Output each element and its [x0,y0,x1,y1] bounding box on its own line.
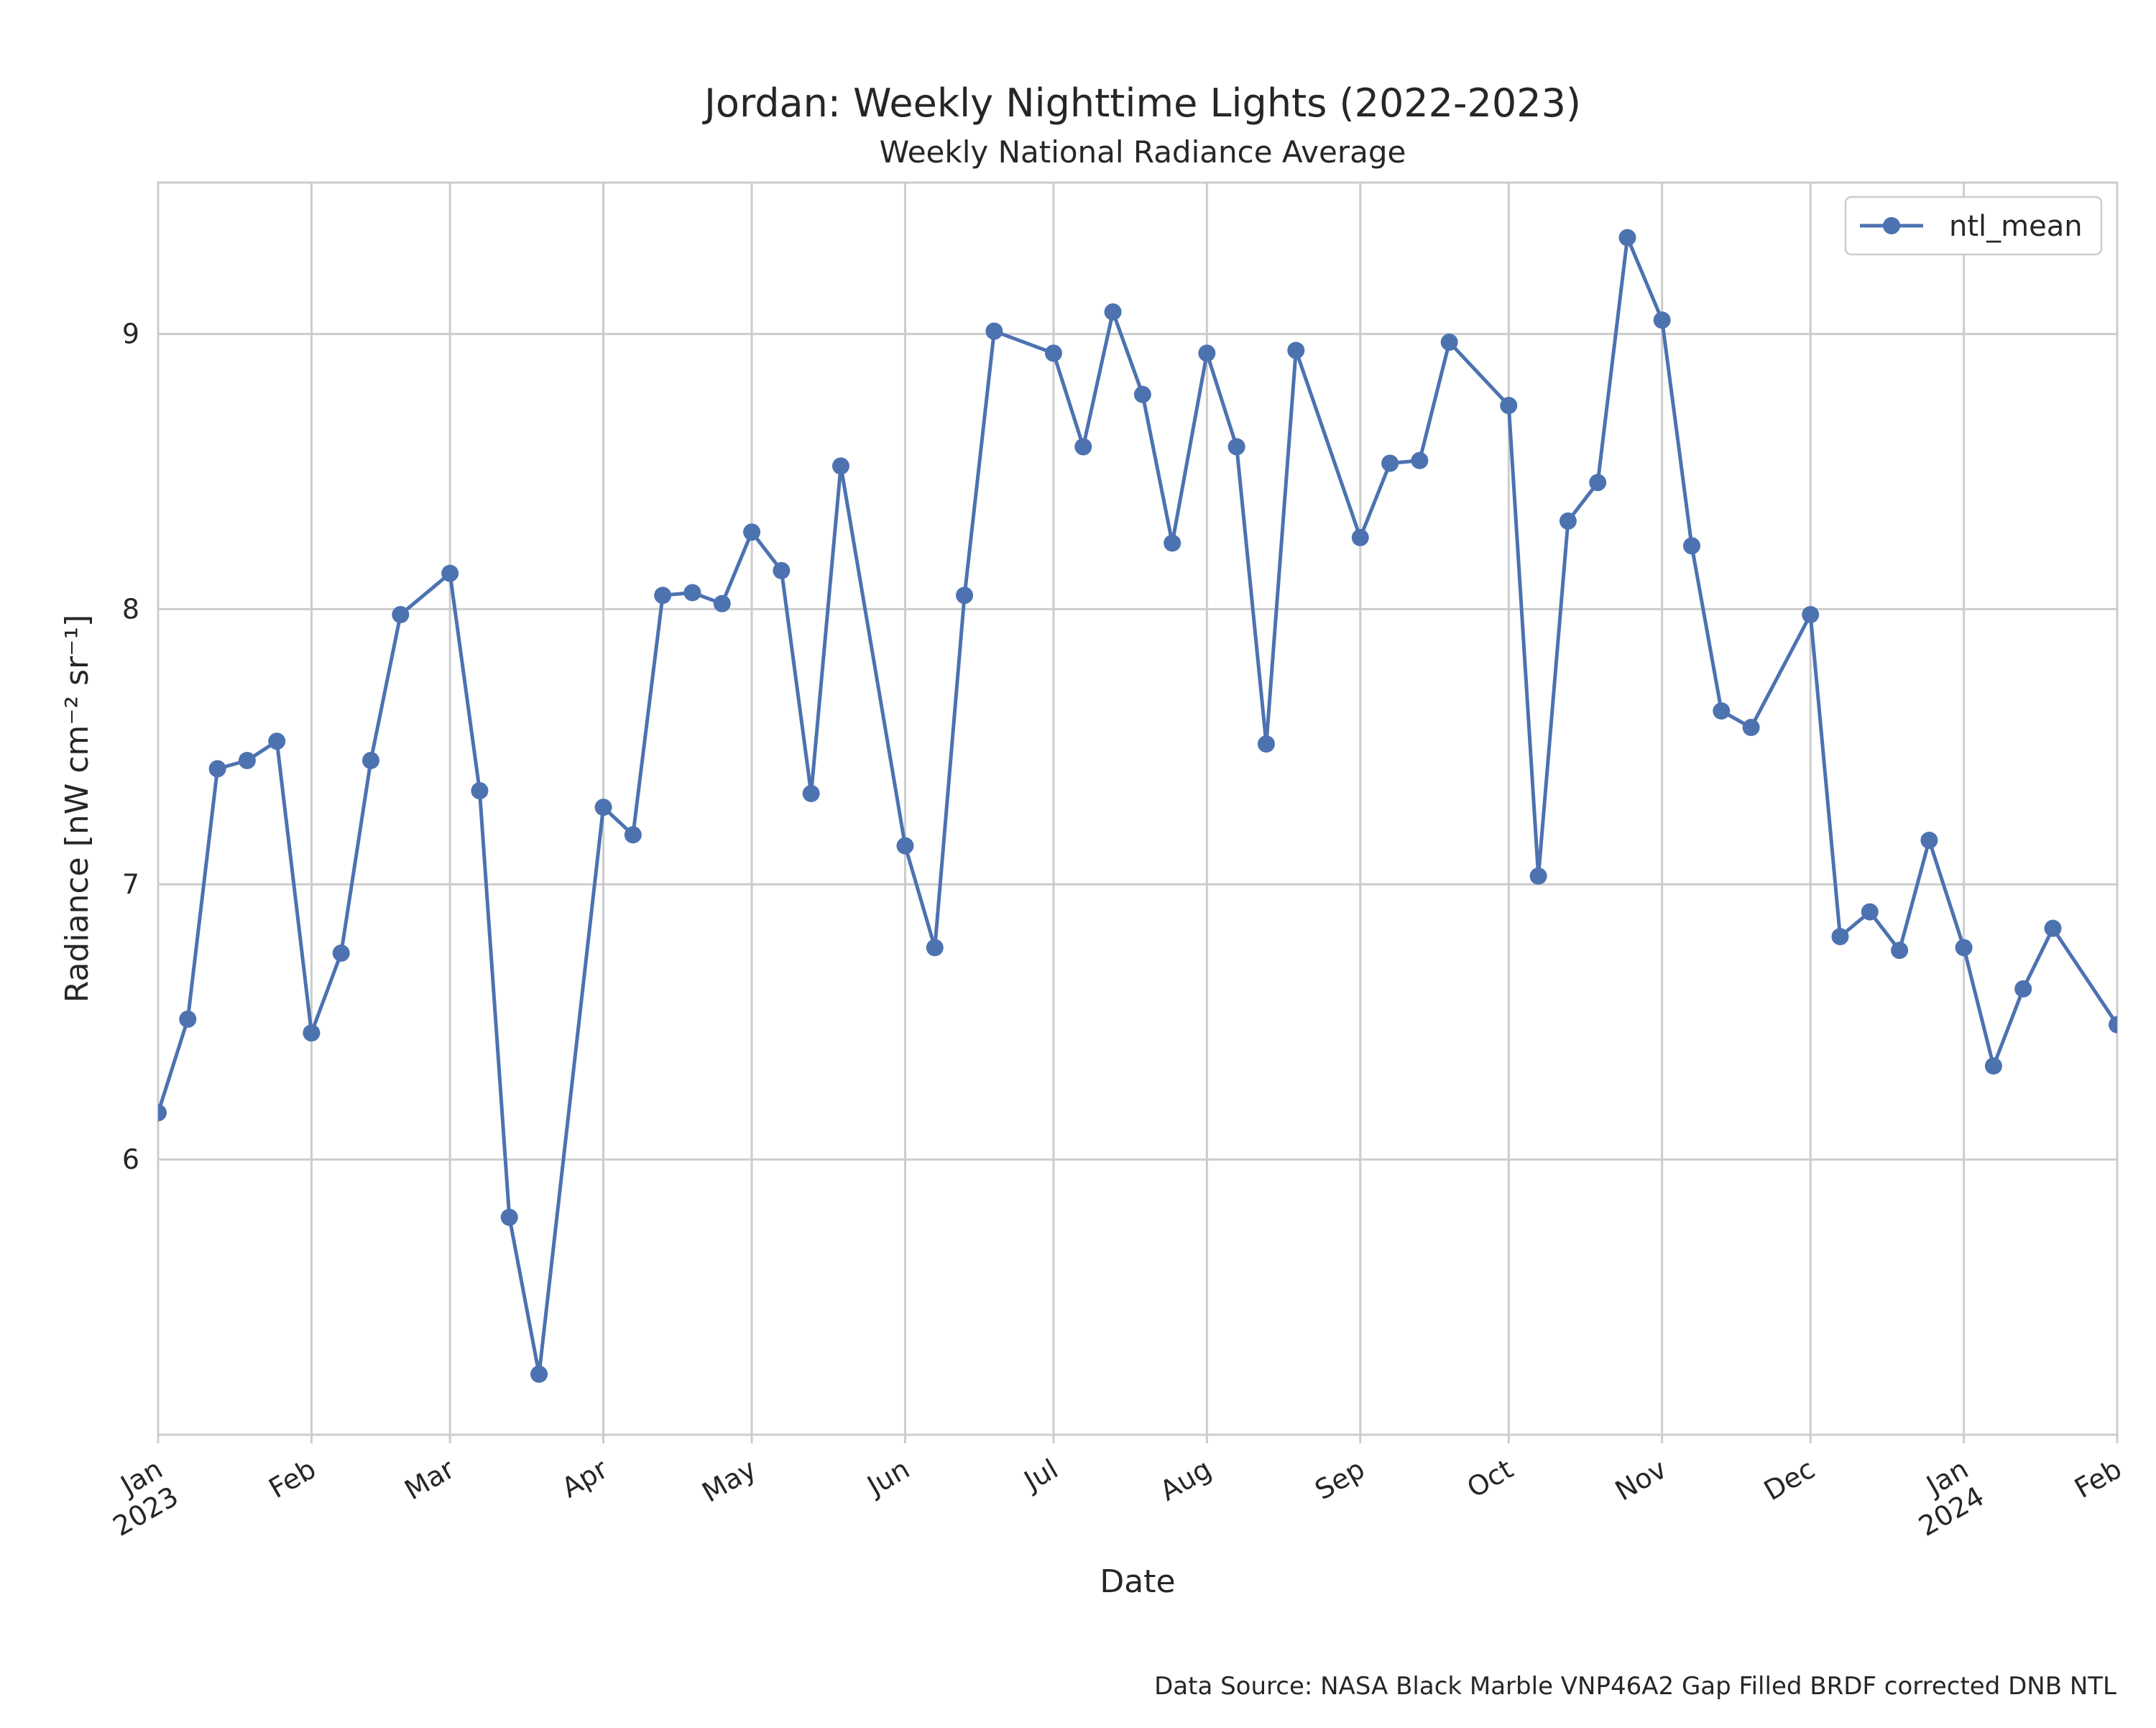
grid-lines [157,183,2119,1435]
series-ntl-mean [158,229,2117,1383]
legend-label: ntl_mean [1949,210,2083,243]
data-point [530,1365,548,1383]
data-point [1287,341,1305,359]
data-point [1618,229,1636,247]
x-axis-label: Date [1100,1563,1175,1600]
data-point [956,587,974,605]
data-point [985,322,1003,340]
data-point [683,584,701,602]
data-point [1559,512,1577,530]
data-point [1133,385,1151,403]
plot-area [157,181,2119,1436]
data-point [303,1024,321,1042]
y-tick-label: 9 [122,318,139,350]
data-point [500,1208,518,1226]
data-point [1104,303,1122,321]
y-axis-label: Radiance [nW cm⁻² sr⁻¹] [59,615,96,1003]
chart-subtitle: Weekly National Radiance Average [880,134,1406,170]
data-point [1861,903,1879,921]
data-point [802,784,820,802]
data-point [1351,528,1369,546]
data-point [1653,311,1671,329]
data-point [773,561,791,579]
y-axis-ticks: 6 7 8 9 [122,318,139,1176]
data-point [208,760,226,778]
data-point [1500,397,1518,415]
data-point [624,826,642,844]
data-point [1831,928,1849,946]
data-point [2044,919,2062,937]
data-point [1682,537,1700,555]
legend: ntl_mean [1844,196,2103,256]
data-point [896,837,914,855]
data-point [238,752,256,769]
data-point [2014,980,2032,998]
chart-title: Jordan: Weekly Nighttime Lights (2022-20… [702,81,1581,126]
data-point [1440,334,1458,351]
data-point [1529,867,1547,885]
data-point [332,945,350,962]
data-point [594,799,612,817]
data-point [1381,454,1399,472]
data-point [1257,735,1275,753]
data-point [713,594,731,612]
data-point [158,1104,167,1122]
data-point [1891,942,1909,960]
legend-box [1844,196,2103,256]
data-point [926,939,944,957]
series-line [158,236,2117,1377]
data-point [1920,832,1938,850]
data-point [1955,939,1973,957]
data-point [392,606,410,624]
y-tick-label: 6 [122,1144,139,1175]
data-point [1198,344,1216,362]
data-source-note: Data Source: NASA Black Marble VNP46A2 G… [1154,1672,2116,1701]
data-point [1802,606,1820,624]
data-point [1074,438,1092,456]
data-point [2109,1016,2117,1034]
data-point [743,523,761,541]
data-point [1411,451,1429,469]
data-point [1713,702,1731,720]
data-point [1227,438,1245,456]
data-point [1044,344,1062,362]
y-tick-label: 7 [122,868,139,900]
data-point [1742,719,1760,737]
data-point [179,1010,197,1028]
data-point [1984,1057,2002,1075]
data-point [831,457,849,475]
y-tick-label: 8 [122,593,139,625]
data-point [268,732,286,750]
data-point [441,564,459,582]
data-point [1589,474,1607,492]
data-point [362,752,380,769]
legend-marker-icon [1883,217,1900,234]
data-point [471,782,489,800]
data-point [654,587,672,605]
data-point [1164,534,1181,552]
